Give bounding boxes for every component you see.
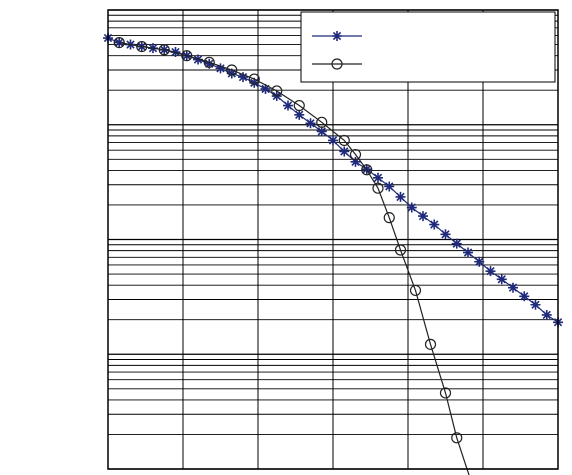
data-point — [451, 432, 463, 444]
data-point — [328, 135, 338, 146]
data-point — [113, 36, 125, 49]
data-point — [439, 387, 452, 399]
data-point — [226, 68, 237, 79]
data-point — [249, 77, 260, 88]
data-point — [136, 40, 148, 53]
data-point — [350, 156, 361, 167]
legend-box — [300, 11, 556, 83]
data-point — [349, 148, 362, 161]
data-point — [181, 50, 193, 62]
data-point — [519, 291, 530, 302]
plot-frame — [107, 9, 559, 470]
data-point — [530, 299, 541, 310]
data-point — [394, 244, 407, 256]
data-point — [204, 58, 215, 69]
series-line — [119, 41, 470, 475]
data-point — [203, 56, 215, 68]
data-point — [406, 202, 417, 213]
data-point — [424, 338, 437, 350]
data-point — [451, 238, 462, 249]
data-point — [463, 247, 473, 258]
data-point — [383, 212, 395, 224]
data-point — [372, 182, 384, 194]
data-point — [332, 31, 342, 41]
data-point — [429, 219, 440, 230]
data-point — [114, 37, 125, 48]
data-point — [316, 116, 328, 128]
series-2 — [113, 36, 470, 475]
data-point — [283, 100, 293, 111]
data-point — [373, 172, 383, 183]
data-point — [294, 109, 305, 120]
data-point — [485, 266, 496, 277]
data-point — [293, 99, 305, 112]
data-point — [248, 73, 260, 85]
data-point — [418, 211, 428, 222]
data-point — [271, 85, 283, 97]
data-point — [474, 256, 485, 267]
data-point — [338, 134, 350, 147]
data-point — [339, 146, 350, 157]
data-point — [496, 274, 507, 285]
data-point — [170, 47, 181, 58]
data-point — [508, 282, 518, 293]
data-point — [384, 181, 395, 192]
data-point — [440, 229, 451, 240]
data-point — [331, 58, 343, 70]
data-point — [215, 63, 226, 74]
data-point — [260, 83, 271, 94]
data-point — [238, 72, 248, 83]
data-point — [158, 44, 170, 56]
legend — [300, 11, 556, 83]
data-point — [226, 64, 238, 76]
data-point — [541, 309, 552, 320]
data-point — [305, 118, 316, 129]
series-layer — [103, 33, 563, 475]
data-point — [361, 164, 373, 176]
data-point — [316, 126, 327, 137]
data-point — [395, 191, 406, 202]
data-point — [409, 284, 422, 297]
